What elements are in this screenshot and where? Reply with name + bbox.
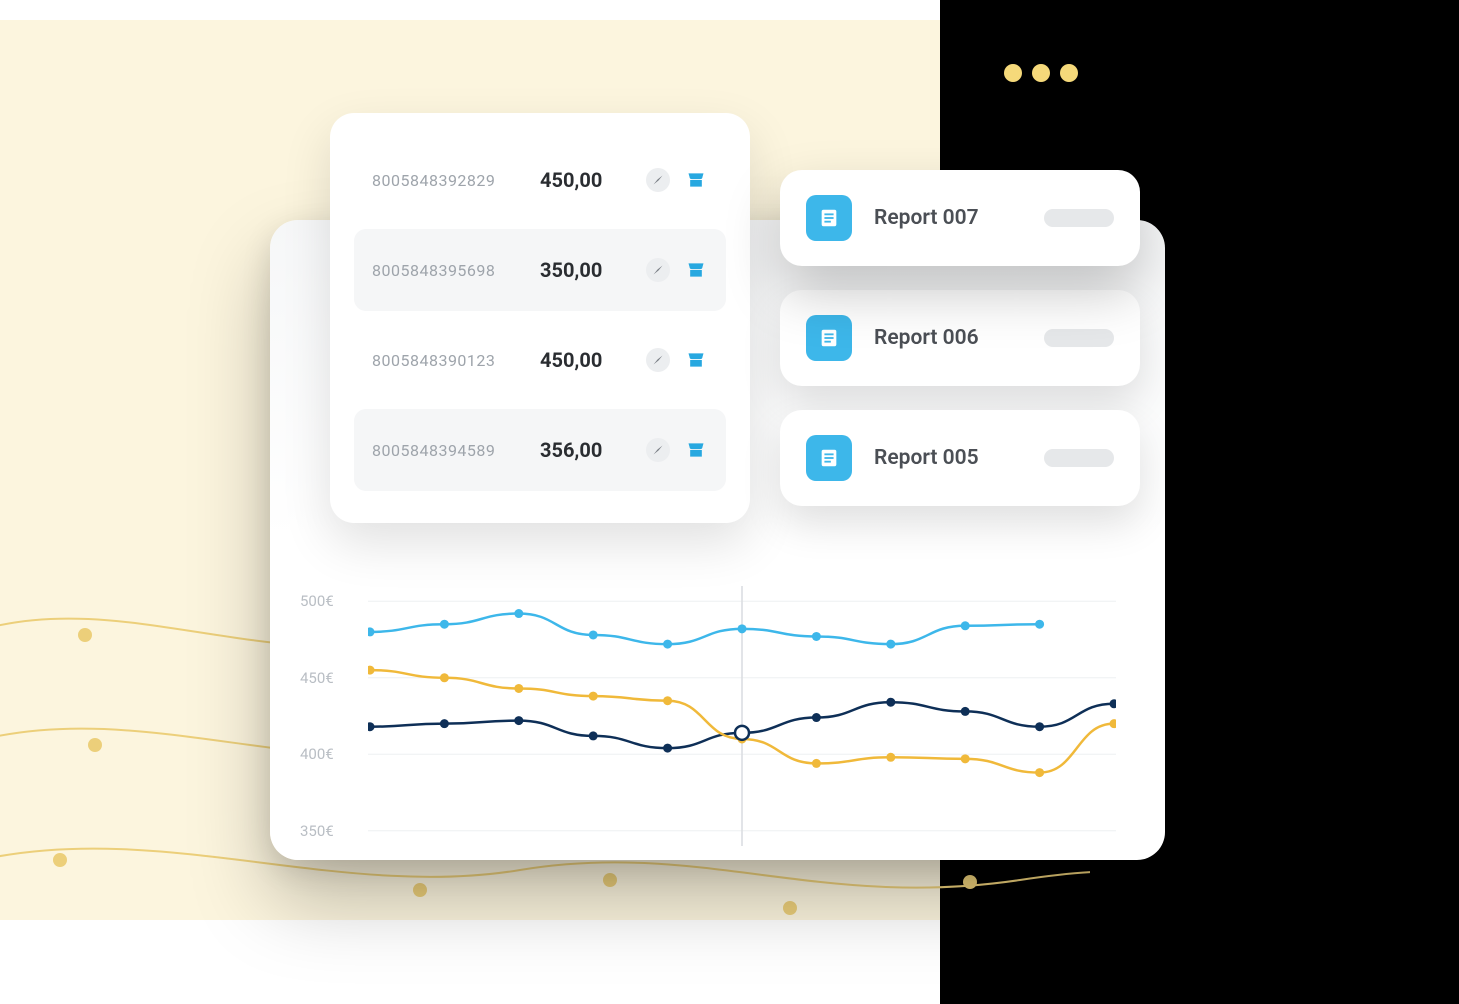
window-traffic-dots bbox=[1004, 64, 1078, 82]
series-navy-point bbox=[812, 713, 821, 722]
series-yellow-point bbox=[514, 684, 523, 693]
series-navy-point bbox=[589, 731, 598, 740]
transaction-row[interactable]: 8005848392829 450,00 bbox=[354, 139, 726, 221]
series-yellow-point bbox=[663, 696, 672, 705]
y-axis-label: 350€ bbox=[300, 822, 334, 840]
series-yellow-point bbox=[589, 692, 598, 701]
store-icon[interactable] bbox=[684, 438, 708, 462]
series-navy-point bbox=[440, 719, 449, 728]
transaction-amount: 356,00 bbox=[540, 438, 632, 462]
transaction-amount: 350,00 bbox=[540, 258, 632, 282]
store-icon[interactable] bbox=[684, 348, 708, 372]
transaction-row[interactable]: 8005848390123 450,00 bbox=[354, 319, 726, 401]
series-yellow-point bbox=[812, 759, 821, 768]
transaction-id: 8005848395698 bbox=[372, 261, 526, 280]
transaction-id: 8005848392829 bbox=[372, 171, 526, 190]
series-blue-point bbox=[961, 621, 970, 630]
transaction-amount: 450,00 bbox=[540, 348, 632, 372]
transactions-card: 8005848392829450,008005848395698350,0080… bbox=[330, 113, 750, 523]
series-blue-point bbox=[812, 632, 821, 641]
series-blue-point bbox=[514, 609, 523, 618]
location-icon[interactable] bbox=[646, 258, 670, 282]
location-icon[interactable] bbox=[646, 438, 670, 462]
chart-plot-area bbox=[368, 586, 1116, 846]
store-icon[interactable] bbox=[684, 258, 708, 282]
location-icon[interactable] bbox=[646, 348, 670, 372]
series-blue-line bbox=[370, 614, 1040, 645]
report-label: Report 007 bbox=[874, 206, 1022, 230]
report-status-pill bbox=[1044, 209, 1114, 227]
report-label: Report 006 bbox=[874, 326, 1022, 350]
transaction-amount: 450,00 bbox=[540, 168, 632, 192]
report-row[interactable]: Report 006 bbox=[780, 290, 1140, 386]
series-blue-point bbox=[886, 640, 895, 649]
transaction-id: 8005848394589 bbox=[372, 441, 526, 460]
report-status-pill bbox=[1044, 329, 1114, 347]
transaction-row[interactable]: 8005848394589 356,00 bbox=[354, 409, 726, 491]
series-navy-point bbox=[514, 716, 523, 725]
series-blue-point bbox=[589, 630, 598, 639]
report-label: Report 005 bbox=[874, 446, 1022, 470]
series-yellow-point bbox=[961, 754, 970, 763]
y-axis-label: 400€ bbox=[300, 745, 334, 763]
chart-highlight-point bbox=[735, 726, 749, 740]
reports-list: Report 007 Report 006 Report 005 bbox=[780, 170, 1140, 506]
series-blue-point bbox=[440, 620, 449, 629]
transaction-row[interactable]: 8005848395698 350,00 bbox=[354, 229, 726, 311]
series-yellow-point bbox=[368, 666, 375, 675]
series-blue-point bbox=[663, 640, 672, 649]
series-yellow-point bbox=[886, 753, 895, 762]
report-status-pill bbox=[1044, 449, 1114, 467]
series-navy-point bbox=[1110, 699, 1117, 708]
location-icon[interactable] bbox=[646, 168, 670, 192]
series-yellow-point bbox=[1035, 768, 1044, 777]
document-icon bbox=[806, 315, 852, 361]
series-yellow-point bbox=[1110, 719, 1117, 728]
document-icon bbox=[806, 435, 852, 481]
transaction-id: 8005848390123 bbox=[372, 351, 526, 370]
store-icon[interactable] bbox=[684, 168, 708, 192]
series-navy-point bbox=[961, 707, 970, 716]
report-row[interactable]: Report 005 bbox=[780, 410, 1140, 506]
revenue-line-chart: 500€ 450€ 400€ 350€ bbox=[300, 586, 1130, 846]
document-icon bbox=[806, 195, 852, 241]
series-blue-point bbox=[368, 627, 375, 636]
series-yellow-point bbox=[440, 673, 449, 682]
y-axis-label: 500€ bbox=[300, 592, 334, 610]
series-navy-point bbox=[1035, 722, 1044, 731]
series-blue-point bbox=[738, 624, 747, 633]
series-navy-point bbox=[368, 722, 375, 731]
report-row[interactable]: Report 007 bbox=[780, 170, 1140, 266]
y-axis-label: 450€ bbox=[300, 669, 334, 687]
series-navy-point bbox=[663, 744, 672, 753]
series-navy-point bbox=[886, 698, 895, 707]
series-blue-point bbox=[1035, 620, 1044, 629]
